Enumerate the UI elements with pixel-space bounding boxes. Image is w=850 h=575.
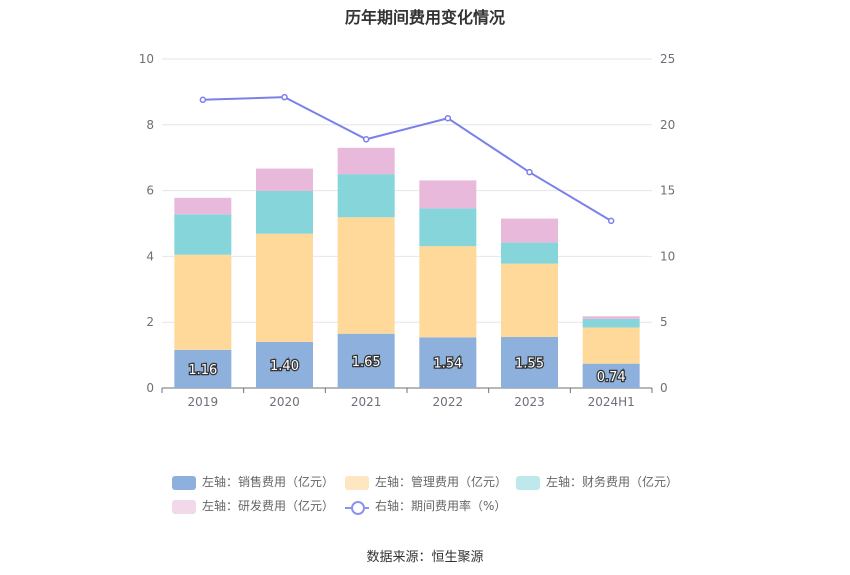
data-label: 1.65 [352,355,381,370]
right-axis-tick-label: 5 [660,315,668,329]
bar-segment-2 [256,190,313,234]
bar-segment-1 [582,327,640,364]
left-axis-tick-label: 6 [146,184,154,198]
legend-item-rd[interactable]: 左轴：研发费用（亿元） [172,498,334,514]
bar-segment-1 [174,254,232,350]
x-axis-tick-label: 2023 [514,395,545,409]
data-label: 1.40 [270,359,299,374]
x-axis-tick-label: 2024H1 [588,395,635,409]
rate-point [526,168,533,176]
chart-plot: 0 2 4 6 8 10 0 5 10 15 20 25 2019 2020 2021 2022 2023 202… [139,52,676,409]
bar-segment-3 [337,147,395,175]
bar-segment-3 [501,218,558,243]
right-axis-tick-label: 0 [660,381,668,395]
left-axis-tick-label: 8 [146,118,154,132]
legend-line-icon [345,500,369,515]
data-label: 1.16 [188,363,217,378]
legend-item-rate[interactable]: 右轴：期间费用率（%） [345,498,507,515]
x-axis-tick-label: 2020 [269,395,300,409]
data-label: 1.54 [433,357,462,372]
bar-segment-1 [337,217,395,334]
legend-swatch-rd [172,499,196,514]
bar-segment-2 [174,214,232,255]
right-axis-tick-label: 10 [660,249,675,263]
source-note: 数据来源：恒生聚源 [366,550,484,565]
bar-segment-3 [256,168,313,191]
bar-segment-1 [256,233,313,342]
right-axis-tick-label: 15 [660,184,675,198]
bar-segment-0 [582,363,640,388]
legend-label-sales: 左轴：销售费用（亿元） [202,475,335,489]
bar-segment-0 [256,341,313,388]
left-axis-tick-label: 10 [139,52,154,66]
left-axis-tick-label: 4 [146,249,154,263]
bar-segment-0 [337,333,395,388]
bar-segment-1 [501,263,558,338]
legend-label-finance: 左轴：财务费用（亿元） [546,475,679,489]
chart-title: 历年期间费用变化情况 [344,8,505,27]
rate-line [202,96,612,222]
x-axis-tick-label: 2021 [351,395,382,409]
rate-point [607,217,615,225]
legend-item-admin[interactable]: 左轴：管理费用（亿元） [345,474,507,490]
x-axis-tick-label: 2022 [433,395,464,409]
bar-segment-2 [419,208,477,247]
legend-swatch-finance [516,475,540,490]
bar-segment-1 [419,246,477,338]
bar-segment-3 [582,316,640,319]
x-axis-tick-label: 2019 [188,395,219,409]
data-label: 0.74 [597,370,626,385]
left-axis-tick-label: 2 [146,315,154,329]
legend-label-admin: 左轴：管理费用（亿元） [375,475,508,489]
rate-point [444,114,452,122]
legend-label-rd: 左轴：研发费用（亿元） [202,499,335,513]
rate-point [281,93,288,101]
rate-point [362,136,370,143]
left-axis-tick-label: 0 [146,381,154,395]
bar-segment-3 [419,180,477,209]
legend-item-finance[interactable]: 左轴：财务费用（亿元） [516,474,678,490]
right-axis-tick-label: 20 [660,118,675,132]
bar-segment-2 [337,174,395,218]
legend-label-rate: 右轴：期间费用率（%） [375,499,507,513]
legend-item-sales[interactable]: 左轴：销售费用（亿元） [172,474,334,490]
bar-segment-2 [582,318,640,328]
bar-segment-0 [501,337,558,388]
bar-segment-3 [174,197,232,215]
legend-swatch-sales [172,475,196,490]
bar-segment-0 [419,337,477,388]
legend-swatch-admin [345,475,369,490]
bar-segment-0 [174,349,232,388]
right-axis-tick-label: 25 [660,52,675,66]
rate-point [199,96,207,104]
data-label: 1.55 [515,357,544,372]
bar-segment-2 [501,242,558,264]
